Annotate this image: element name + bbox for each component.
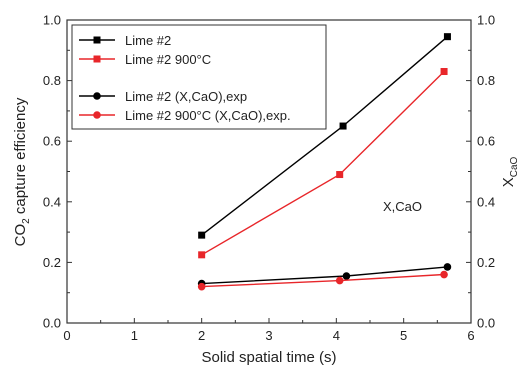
series-1: [198, 33, 451, 239]
y-axis-right-ticks: 0.0 0.2 0.4 0.6 0.8 1.0: [466, 13, 495, 331]
y-right-tick-label: 0.0: [477, 316, 495, 331]
y-left-tick-label: 1.0: [43, 13, 61, 28]
x-axis-ticks: 0 1 2 3 4 5 6: [63, 318, 475, 343]
data-point: [342, 272, 351, 280]
x-tick-label: 4: [333, 328, 340, 343]
y-axis-right-label: XCaO: [500, 156, 520, 187]
data-point: [198, 231, 206, 239]
legend-marker: [93, 92, 101, 100]
legend-entry: Lime #2 900°C: [79, 52, 211, 67]
y-right-tick-label: 0.8: [477, 73, 495, 88]
y-left-tick-label: 0.8: [43, 73, 61, 88]
x-tick-label: 2: [198, 328, 205, 343]
legend-marker: [93, 111, 101, 119]
y-axis-left-ticks: 0.0 0.2 0.4 0.6 0.8 1.0: [43, 13, 72, 331]
y-left-tick-label: 0.4: [43, 194, 61, 209]
legend: Lime #2 Lime #2 900°C Lime #2 (X,CaO),exp L…: [71, 24, 327, 130]
legend-entry: Lime #2: [79, 33, 171, 48]
legend-box: [71, 24, 327, 130]
legend-entry: Lime #2 900°C (X,CaO),exp.: [79, 108, 291, 123]
data-point: [198, 251, 206, 259]
x-tick-label: 0: [63, 328, 70, 343]
y-right-tick-label: 1.0: [477, 13, 495, 28]
x-axis-label: Solid spatial time (s): [201, 349, 336, 366]
legend-label: Lime #2 (X,CaO),exp: [125, 89, 247, 104]
y-left-tick-label: 0.0: [43, 316, 61, 331]
x-tick-label: 3: [265, 328, 272, 343]
series-line: [201, 273, 445, 288]
x-tick-label: 6: [467, 328, 474, 343]
y-right-tick-label: 0.6: [477, 134, 495, 149]
legend-marker: [93, 36, 101, 44]
y-left-tick-label: 0.6: [43, 134, 61, 149]
legend-entry: Lime #2 (X,CaO),exp: [79, 89, 247, 104]
annotation-xcao: X,CaO: [383, 199, 422, 214]
legend-marker: [93, 55, 101, 63]
data-point: [440, 270, 448, 279]
data-point: [443, 263, 452, 271]
legend-label: Lime #2 900°C (X,CaO),exp.: [125, 108, 291, 123]
series-group: [197, 33, 452, 291]
series-3: [197, 263, 452, 288]
data-point: [335, 276, 344, 285]
data-point: [336, 171, 344, 179]
y-left-tick-label: 0.2: [43, 255, 61, 270]
y-axis-left-label: CO2 capture efficiency: [12, 97, 32, 246]
legend-label: Lime #2: [125, 33, 171, 48]
x-tick-label: 1: [131, 328, 138, 343]
data-point: [339, 122, 347, 130]
legend-label: Lime #2 900°C: [125, 52, 211, 67]
data-point: [440, 68, 448, 76]
data-point: [197, 282, 206, 291]
y-right-tick-label: 0.2: [477, 255, 495, 270]
x-tick-label: 5: [400, 328, 407, 343]
y-right-tick-label: 0.4: [477, 194, 495, 209]
series-4: [197, 270, 448, 291]
data-point: [443, 33, 451, 41]
series-2: [198, 68, 448, 259]
